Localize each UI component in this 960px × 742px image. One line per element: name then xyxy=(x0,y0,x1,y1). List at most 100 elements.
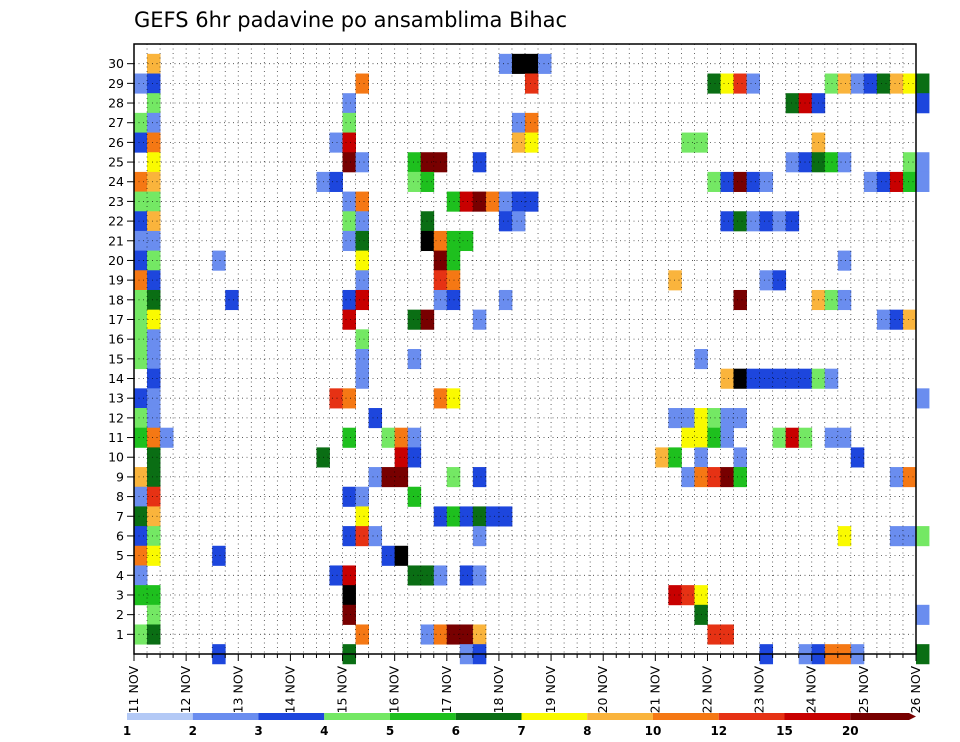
heatmap-cell xyxy=(902,526,917,547)
heatmap-cell xyxy=(407,349,422,370)
heatmap-cell xyxy=(147,112,161,133)
heatmap-cell xyxy=(342,486,356,507)
heatmap-cell xyxy=(733,467,747,488)
heatmap-cell xyxy=(772,270,787,291)
y-tick-label: 1 xyxy=(116,627,124,642)
x-tick-label: 22 NOV xyxy=(700,666,715,714)
heatmap-cell xyxy=(342,427,356,448)
heatmap-cell xyxy=(824,427,839,448)
heatmap-cell xyxy=(472,565,487,586)
heatmap-cell xyxy=(134,309,148,330)
heatmap-cell xyxy=(902,467,917,488)
y-tick-label: 7 xyxy=(116,509,124,524)
heatmap-cell xyxy=(342,585,356,606)
y-tick-label: 8 xyxy=(116,489,124,504)
y-tick-label: 26 xyxy=(108,135,124,150)
heatmap-cell xyxy=(472,191,487,212)
heatmap-cell xyxy=(355,152,369,173)
heatmap-cell xyxy=(889,73,904,94)
heatmap-cell xyxy=(342,112,356,133)
heatmap-cell xyxy=(837,73,852,94)
y-axis: 1234567891011121314151617181920212223242… xyxy=(108,56,134,642)
heatmap-cell xyxy=(394,427,409,448)
heatmap-cell xyxy=(355,506,369,527)
heatmap-cell xyxy=(342,565,356,586)
heatmap-cell xyxy=(707,427,721,448)
x-tick-label: 25 NOV xyxy=(856,666,871,714)
heatmap-cell xyxy=(147,467,161,488)
heatmap-cell xyxy=(355,250,369,271)
y-tick-label: 2 xyxy=(116,607,124,622)
x-tick-label: 12 NOV xyxy=(178,666,193,714)
heatmap-cell xyxy=(850,447,865,468)
colorbar-swatch xyxy=(587,713,653,720)
heatmap-cell xyxy=(733,211,747,232)
heatmap-cell xyxy=(134,230,148,252)
heatmap-cell xyxy=(368,526,383,547)
colorbar-label: 8 xyxy=(583,724,591,738)
heatmap-cell xyxy=(355,289,369,311)
colorbar-label: 6 xyxy=(452,724,460,738)
x-tick-label: 11 NOV xyxy=(126,666,141,714)
heatmap-cell xyxy=(707,73,721,94)
heatmap-cell xyxy=(837,289,852,311)
heatmap-cell xyxy=(355,486,369,507)
heatmap-cell xyxy=(772,368,787,389)
heatmap-cell xyxy=(850,73,865,94)
heatmap-cell xyxy=(134,73,148,94)
heatmap-cell xyxy=(720,368,734,389)
heatmap-cell xyxy=(746,211,760,232)
heatmap-cell xyxy=(134,408,148,429)
heatmap-cell xyxy=(134,289,148,311)
colorbar-label: 1 xyxy=(123,724,131,738)
heatmap-cell xyxy=(720,171,734,192)
heatmap-cell xyxy=(147,545,161,566)
heatmap-cell xyxy=(837,250,852,271)
heatmap-cell xyxy=(212,545,226,566)
y-tick-label: 5 xyxy=(116,548,124,563)
colorbar-label: 12 xyxy=(710,724,727,738)
heatmap-cell xyxy=(485,506,500,527)
heatmap-cell xyxy=(329,171,343,192)
heatmap-cell xyxy=(525,132,539,153)
heatmap-cell xyxy=(342,604,356,625)
heatmap-cell xyxy=(134,427,148,448)
heatmap-cell xyxy=(329,132,343,153)
heatmap-cell xyxy=(355,368,369,389)
heatmap-cell xyxy=(916,604,930,625)
heatmap-cell xyxy=(668,408,682,429)
heatmap-cell xyxy=(407,447,422,468)
heatmap-cell xyxy=(785,93,800,114)
heatmap-cell xyxy=(368,408,383,429)
y-tick-label: 9 xyxy=(116,469,124,484)
heatmap-cell xyxy=(134,565,148,586)
colorbar: 1 2 3 4 5 6 7 8 10 12 15 20 xyxy=(123,713,916,738)
heatmap-cell xyxy=(147,604,161,625)
heatmap-cell xyxy=(511,132,526,153)
x-tick-label: 17 NOV xyxy=(439,666,454,714)
y-tick-label: 25 xyxy=(108,155,124,170)
heatmap-cell xyxy=(720,624,734,645)
heatmap-cell xyxy=(720,211,734,232)
x-tick-label: 21 NOV xyxy=(647,666,662,714)
heatmap-cell xyxy=(381,427,396,448)
heatmap-cell xyxy=(147,53,161,74)
heatmap-cell xyxy=(225,289,239,311)
y-tick-label: 30 xyxy=(108,56,124,71)
heatmap-cell xyxy=(147,191,161,212)
heatmap-cell xyxy=(147,171,161,192)
heatmap-cell xyxy=(889,467,904,488)
heatmap-cell xyxy=(472,152,487,173)
heatmap-cell xyxy=(342,93,356,114)
heatmap-cell xyxy=(147,368,161,389)
heatmap-cell xyxy=(889,171,904,192)
heatmap-cell xyxy=(733,408,747,429)
heatmap-cell xyxy=(707,624,721,645)
heatmap-cell xyxy=(407,171,422,192)
x-tick-label: 20 NOV xyxy=(595,666,610,714)
heatmap-cell xyxy=(355,211,369,232)
heatmap-cell xyxy=(472,506,487,527)
heatmap-cell xyxy=(916,152,930,173)
heatmap-cell xyxy=(355,191,369,212)
